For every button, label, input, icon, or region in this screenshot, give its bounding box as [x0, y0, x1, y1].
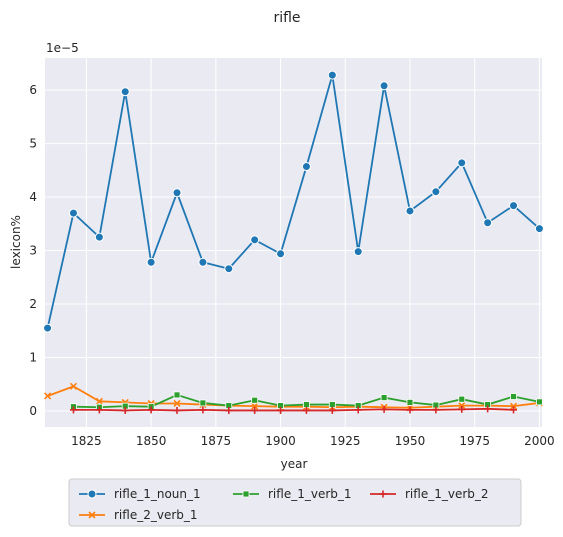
legend-label: rifle_1_noun_1: [114, 487, 201, 501]
data-point: [379, 490, 387, 498]
legend-item-rifle_1_noun_1: rifle_1_noun_1: [79, 487, 201, 501]
data-point: [406, 406, 414, 414]
data-point: [120, 87, 130, 97]
data-point: [199, 406, 207, 414]
data-point: [94, 232, 104, 242]
data-point: [457, 158, 467, 168]
data-point: [431, 187, 441, 197]
data-point: [380, 394, 388, 401]
data-point: [199, 399, 207, 407]
data-point: [173, 391, 181, 399]
data-point: [484, 405, 492, 413]
data-point: [353, 247, 363, 257]
chart-title: rifle: [273, 10, 300, 26]
x-axis-label: year: [281, 457, 308, 471]
data-point: [224, 264, 234, 274]
data-point: [276, 249, 286, 259]
legend-label: rifle_1_verb_2: [405, 487, 489, 501]
data-point: [69, 406, 77, 414]
y-tick-label: 6: [29, 83, 37, 97]
data-point: [510, 393, 517, 400]
data-point: [510, 406, 518, 414]
y-tick-label: 4: [29, 190, 37, 204]
data-point: [354, 406, 362, 414]
data-point: [328, 406, 336, 414]
x-tick-label: 1900: [265, 434, 296, 448]
x-tick-label: 2000: [524, 434, 555, 448]
data-point: [301, 162, 311, 172]
y-scale-label: 1e−5: [46, 41, 79, 55]
data-point: [147, 406, 155, 414]
data-point: [172, 188, 182, 198]
x-tick-label: 1975: [459, 434, 490, 448]
data-point: [95, 397, 103, 405]
x-tick-label: 1850: [136, 434, 167, 448]
data-point: [225, 406, 233, 414]
y-tick-label: 3: [29, 244, 37, 258]
x-axis-ticks: 1825 1850 1875 1900 1925 1950 1975 2000: [71, 434, 555, 448]
data-point: [405, 206, 415, 216]
data-point: [379, 81, 389, 91]
legend-item-rifle_1_verb_1: rifle_1_verb_1: [233, 487, 352, 501]
data-point: [242, 490, 250, 498]
plot-area: [45, 58, 542, 427]
data-point: [458, 405, 466, 413]
data-point: [43, 323, 53, 333]
data-point: [251, 406, 259, 414]
series-rifle_1_noun_1: [43, 70, 544, 333]
data-point: [121, 406, 129, 414]
data-point: [251, 396, 259, 404]
y-tick-label: 5: [29, 137, 37, 151]
series-line: [47, 385, 540, 409]
data-point: [146, 257, 156, 267]
y-tick-label: 1: [29, 350, 37, 364]
data-point: [406, 398, 414, 406]
data-point: [69, 382, 78, 390]
series-rifle_1_verb_2: [69, 405, 518, 414]
series-line: [46, 74, 541, 329]
data-point: [328, 401, 336, 408]
data-point: [173, 406, 181, 414]
grid: [45, 58, 542, 427]
data-point: [302, 406, 310, 414]
data-point: [250, 235, 260, 245]
series-group: [43, 70, 544, 414]
data-point: [536, 398, 543, 406]
data-point: [327, 70, 337, 80]
y-axis-label: lexicon%: [9, 215, 23, 269]
legend-label: rifle_2_verb_1: [114, 508, 198, 522]
data-point: [458, 395, 466, 403]
y-axis-ticks: 0 1 2 3 4 5 6: [29, 83, 37, 418]
data-point: [198, 257, 208, 267]
data-point: [509, 201, 519, 211]
data-point: [88, 511, 96, 519]
legend-item-rifle_2_verb_1: rifle_2_verb_1: [79, 508, 198, 522]
data-point: [380, 405, 388, 413]
data-point: [458, 402, 466, 410]
data-point: [277, 406, 285, 414]
data-point: [173, 399, 181, 408]
x-tick-label: 1875: [201, 434, 232, 448]
data-point: [303, 401, 310, 408]
legend-box: [68, 478, 522, 527]
data-point: [251, 402, 259, 410]
data-point: [68, 208, 78, 218]
y-tick-label: 2: [29, 297, 37, 311]
data-point: [432, 406, 440, 414]
data-point: [509, 402, 518, 410]
legend-item-rifle_1_verb_2: rifle_1_verb_2: [370, 487, 489, 501]
legend-label: rifle_1_verb_1: [268, 487, 352, 501]
y-tick-label: 0: [29, 404, 37, 418]
x-tick-label: 1950: [395, 434, 426, 448]
data-point: [87, 489, 97, 499]
x-tick-label: 1925: [330, 434, 361, 448]
x-tick-label: 1825: [71, 434, 102, 448]
series-line: [73, 407, 514, 412]
data-point: [483, 218, 493, 228]
data-point: [95, 406, 103, 414]
data-point: [534, 224, 544, 234]
legend: rifle_1_noun_1 rifle_2_verb_1 rifle_1_verb…: [68, 478, 522, 527]
data-point: [44, 392, 52, 400]
